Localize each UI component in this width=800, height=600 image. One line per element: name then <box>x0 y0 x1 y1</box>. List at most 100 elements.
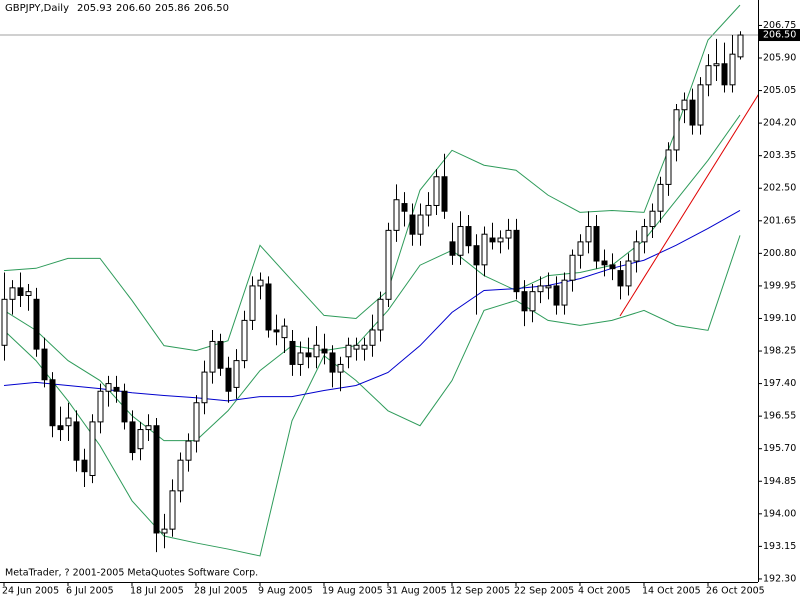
candle-body <box>617 270 624 287</box>
trend-line <box>619 94 758 317</box>
candle-body <box>129 421 136 454</box>
candle-body <box>105 383 112 392</box>
candle-body <box>153 425 160 534</box>
candle-body <box>721 63 728 86</box>
y-tick-label: 199.95 <box>763 280 796 291</box>
candle-body <box>505 229 512 239</box>
open-label: 205.93 <box>77 3 112 14</box>
y-tick-label: 196.55 <box>763 411 796 422</box>
candle-body <box>273 329 280 333</box>
candle-body <box>425 204 432 216</box>
candle-body <box>713 63 720 67</box>
price-box-label: 206.50 <box>763 30 796 41</box>
candle-body <box>249 285 256 321</box>
x-tick-label: 22 Sep 2005 <box>514 586 574 597</box>
candle-body <box>625 260 632 287</box>
candle-body <box>329 352 336 373</box>
x-tick-label: 9 Aug 2005 <box>258 586 313 597</box>
candle-body <box>209 340 216 373</box>
y-tick-label: 193.15 <box>763 541 796 552</box>
plot-area <box>0 4 758 557</box>
candle-body <box>369 329 376 346</box>
x-tick-label: 4 Oct 2005 <box>578 586 631 597</box>
candle-body <box>233 360 240 388</box>
y-tick-label: 206.75 <box>763 20 796 31</box>
candle-body <box>137 429 144 450</box>
candle-body <box>73 421 80 461</box>
high-label: 206.60 <box>116 3 151 14</box>
candle-body <box>513 229 520 293</box>
candle-body <box>161 528 168 534</box>
candle-body <box>689 99 696 126</box>
candle-body <box>305 352 312 358</box>
candle-body <box>657 183 664 212</box>
candle-body <box>577 241 584 256</box>
x-tick-label: 31 Aug 2005 <box>386 586 447 597</box>
x-tick-label: 12 Sep 2005 <box>450 586 510 597</box>
candle-body <box>537 285 544 293</box>
candle-body <box>409 214 416 235</box>
candle-body <box>633 241 640 262</box>
indicator-line <box>3 4 741 352</box>
candle-body <box>649 210 656 228</box>
y-tick-label: 200.80 <box>763 248 796 259</box>
candle-body <box>41 348 48 381</box>
y-tick-label: 199.10 <box>763 313 796 324</box>
y-tick-label: 202.50 <box>763 183 796 194</box>
low-label: 205.86 <box>155 3 190 14</box>
candle-body <box>561 279 568 306</box>
candle-body <box>481 233 488 266</box>
candle-body <box>25 291 32 296</box>
x-tick-label: 26 Oct 2005 <box>706 586 765 597</box>
candle-body <box>601 260 608 266</box>
candle-body <box>697 84 704 126</box>
y-tick-label: 194.00 <box>763 508 796 519</box>
candle-body <box>337 363 344 373</box>
candle-body <box>265 283 272 331</box>
candle-body <box>465 226 472 247</box>
y-tick-label: 197.40 <box>763 378 796 389</box>
candle-body <box>217 340 224 369</box>
y-tick-label: 198.25 <box>763 346 796 357</box>
candle-body <box>201 371 208 404</box>
x-tick-label: 28 Jul 2005 <box>194 586 248 597</box>
x-tick-label: 18 Jul 2005 <box>130 586 184 597</box>
y-tick-label: 205.90 <box>763 53 796 64</box>
candle-body <box>521 291 528 312</box>
footer: MetaTrader, ? 2001-2005 MetaQuotes Softw… <box>5 568 258 579</box>
header: GBPJPY,Daily 205.93 206.60 205.86 206.50 <box>5 3 229 14</box>
candle-body <box>97 390 104 423</box>
candle-body <box>441 176 448 212</box>
candle-body <box>257 279 264 287</box>
x-tick-label: 14 Oct 2005 <box>642 586 701 597</box>
y-tick-label: 194.85 <box>763 476 796 487</box>
candle-body <box>185 440 192 461</box>
candle-body <box>473 245 480 266</box>
candle-body <box>113 386 120 392</box>
candle-body <box>433 176 440 206</box>
candle-body <box>457 226 464 256</box>
x-tick-label: 6 Jul 2005 <box>66 586 114 597</box>
candle-body <box>529 291 536 312</box>
x-tick-label: 24 Jun 2005 <box>2 586 59 597</box>
price-box <box>759 29 800 42</box>
candle-body <box>417 214 424 235</box>
candle-body <box>665 149 672 185</box>
x-tick-label: 19 Aug 2005 <box>322 586 383 597</box>
candle-body <box>193 402 200 442</box>
candle-body <box>89 421 96 477</box>
candle-body <box>169 490 176 530</box>
candle-body <box>65 417 72 427</box>
close-label: 206.50 <box>194 3 229 14</box>
candle-body <box>497 237 504 243</box>
candle-body <box>449 241 456 256</box>
candle-body <box>321 348 328 354</box>
y-tick-label: 204.20 <box>763 118 796 129</box>
candle-body <box>281 325 288 339</box>
candle-body <box>361 344 368 350</box>
candle-body <box>385 229 392 300</box>
chart-title: GBPJPY,Daily <box>5 3 69 14</box>
candle-body <box>57 425 64 431</box>
